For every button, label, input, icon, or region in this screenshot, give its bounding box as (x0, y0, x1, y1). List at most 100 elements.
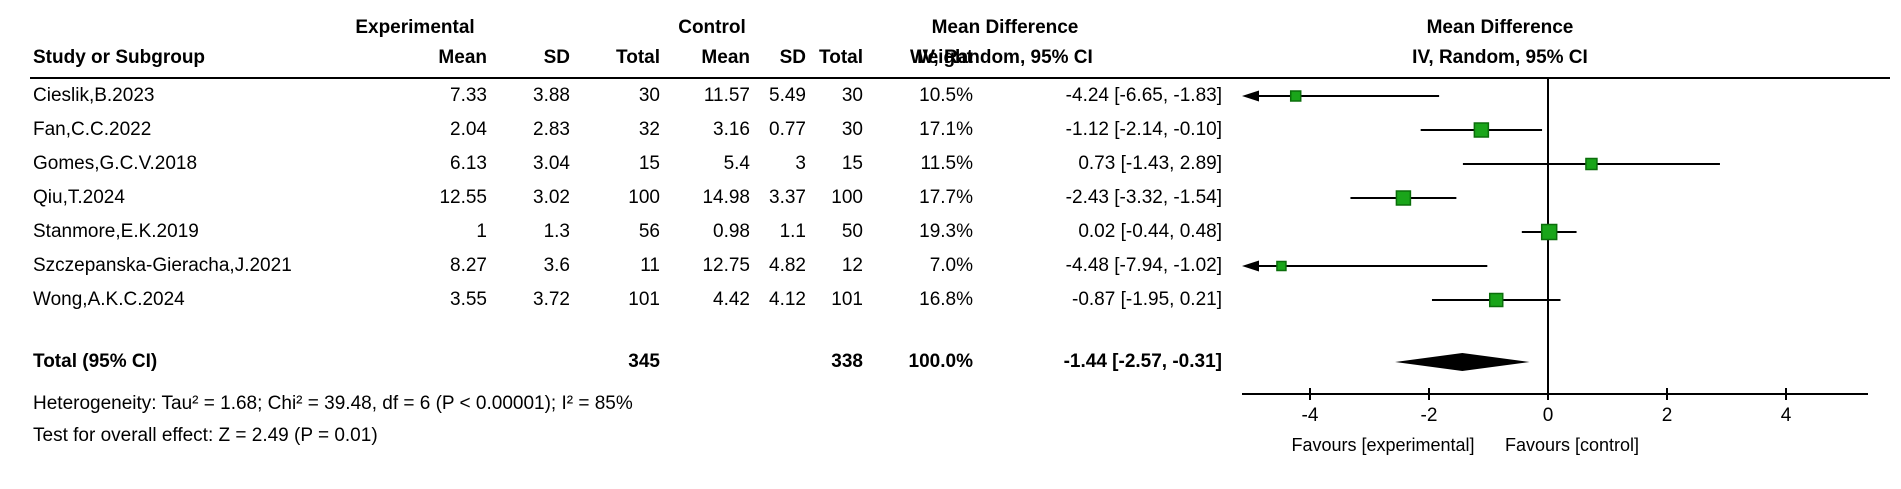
effect-square (1395, 190, 1412, 206)
study-cell: 19.3% (919, 221, 973, 242)
study-cell: 2.83 (533, 119, 570, 140)
study-ci-text: -4.48 [-7.94, -1.02] (1065, 255, 1222, 276)
study-cell: 4.12 (769, 289, 806, 310)
header-plot-title: Mean Difference (1426, 17, 1574, 38)
header-exp-mean: Mean (438, 47, 487, 68)
study-cell: 3.02 (533, 187, 570, 208)
axis-tick-label: -2 (1421, 405, 1438, 426)
study-cell: 3.37 (769, 187, 806, 208)
total-diamond (1395, 353, 1530, 371)
study-name: Gomes,G.C.V.2018 (33, 153, 198, 174)
study-cell: 50 (841, 221, 863, 242)
axis-tick-label: -4 (1302, 405, 1319, 426)
study-ci-text: -4.24 [-6.65, -1.83] (1065, 85, 1222, 106)
study-cell: 15 (841, 153, 863, 174)
study-name: Wong,A.K.C.2024 (33, 289, 185, 310)
effect-square (1488, 292, 1504, 308)
study-cell: 4.82 (769, 255, 806, 276)
header-exp-sd: SD (543, 47, 570, 68)
study-cell: 4.42 (713, 289, 750, 310)
study-cell: 5.4 (723, 153, 750, 174)
header-ctl-mean: Mean (701, 47, 750, 68)
study-cell: 3.88 (533, 85, 570, 106)
header-ctl-total: Total (819, 47, 863, 68)
study-cell: 3 (795, 153, 806, 174)
study-cell: 3.16 (713, 119, 750, 140)
study-cell: 12.75 (702, 255, 750, 276)
study-cell: 12 (841, 255, 863, 276)
axis-tick-label: 4 (1781, 405, 1792, 426)
study-cell: 5.49 (769, 85, 806, 106)
header-study-or-subgroup: Study or Subgroup (33, 47, 206, 68)
effect-square (1473, 122, 1490, 138)
study-cell: 1.1 (779, 221, 806, 242)
axis-tick-label: 2 (1662, 405, 1673, 426)
header-weight: Weight (910, 47, 973, 68)
total-exp-n: 345 (628, 351, 660, 372)
study-ci-text: -1.12 [-2.14, -0.10] (1065, 119, 1222, 140)
study-cell: 32 (638, 119, 660, 140)
ci-arrow-left (1242, 260, 1259, 272)
study-cell: 30 (841, 119, 863, 140)
study-cell: 1 (476, 221, 487, 242)
overall-effect-text: Test for overall effect: Z = 2.49 (P = 0… (33, 425, 378, 446)
effect-square (1585, 157, 1598, 171)
effect-square (1289, 90, 1302, 102)
study-cell: 16.8% (919, 289, 973, 310)
study-cell: 3.72 (533, 289, 570, 310)
study-cell: 30 (841, 85, 863, 106)
total-ci-text: -1.44 [-2.57, -0.31] (1063, 351, 1222, 372)
study-name: Szczepanska-Gieracha,J.2021 (33, 255, 292, 276)
effect-square (1276, 260, 1287, 272)
study-ci-text: 0.02 [-0.44, 0.48] (1078, 221, 1222, 242)
study-ci-text: -0.87 [-1.95, 0.21] (1072, 289, 1222, 310)
favours-control-label: Favours [control] (1505, 435, 1639, 455)
study-cell: 7.0% (929, 255, 973, 276)
header-md-column-subtitle: IV, Random, 95% CI (917, 47, 1093, 68)
header-group-experimental: Experimental (355, 17, 475, 38)
study-cell: 7.33 (450, 85, 487, 106)
study-cell: 1.3 (543, 221, 570, 242)
study-cell: 100 (831, 187, 863, 208)
study-cell: 56 (638, 221, 660, 242)
study-name: Stanmore,E.K.2019 (33, 221, 199, 242)
study-cell: 10.5% (919, 85, 973, 106)
study-ci-text: -2.43 [-3.32, -1.54] (1065, 187, 1222, 208)
study-cell: 3.04 (533, 153, 570, 174)
study-cell: 11.5% (920, 153, 973, 174)
study-cell: 17.7% (919, 187, 973, 208)
study-cell: 0.98 (713, 221, 750, 242)
study-cell: 6.13 (450, 153, 487, 174)
header-exp-total: Total (616, 47, 660, 68)
study-cell: 8.27 (450, 255, 487, 276)
study-cell: 30 (638, 85, 660, 106)
study-name: Fan,C.C.2022 (33, 119, 152, 140)
study-cell: 2.04 (450, 119, 487, 140)
study-cell: 11.57 (703, 85, 750, 106)
study-cell: 3.55 (450, 289, 487, 310)
study-cell: 17.1% (919, 119, 973, 140)
header-ctl-sd: SD (779, 47, 806, 68)
study-cell: 100 (628, 187, 660, 208)
favours-experimental-label: Favours [experimental] (1291, 435, 1474, 455)
heterogeneity-text: Heterogeneity: Tau² = 1.68; Chi² = 39.48… (33, 393, 633, 414)
header-group-control: Control (678, 17, 746, 38)
effect-square (1540, 223, 1558, 241)
header-md-column-title: Mean Difference (931, 17, 1079, 38)
study-name: Qiu,T.2024 (33, 187, 125, 208)
study-cell: 0.77 (769, 119, 806, 140)
total-weight: 100.0% (908, 351, 973, 372)
axis-tick-label: 0 (1543, 405, 1554, 426)
study-cell: 12.55 (439, 187, 487, 208)
header-plot-subtitle: IV, Random, 95% CI (1412, 47, 1588, 68)
study-cell: 101 (628, 289, 660, 310)
study-name: Cieslik,B.2023 (33, 85, 155, 106)
study-cell: 3.6 (543, 255, 570, 276)
total-ctl-n: 338 (831, 351, 863, 372)
study-cell: 15 (638, 153, 660, 174)
total-label: Total (95% CI) (33, 351, 158, 372)
study-ci-text: 0.73 [-1.43, 2.89] (1078, 153, 1222, 174)
ci-arrow-left (1242, 90, 1259, 102)
